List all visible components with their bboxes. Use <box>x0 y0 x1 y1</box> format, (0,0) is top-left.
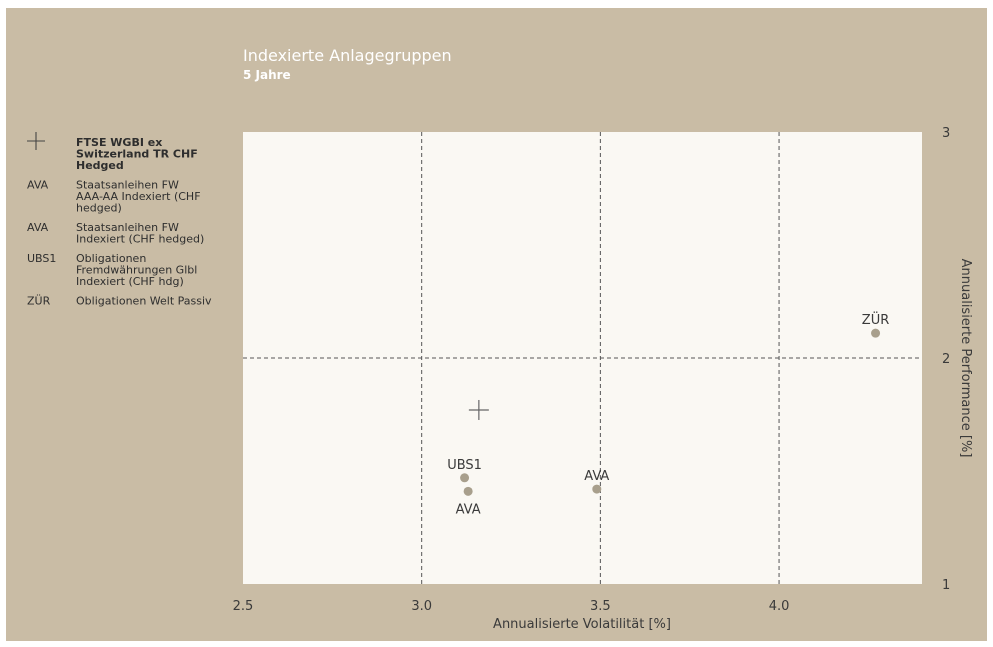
legend-text-line: Indexiert (CHF hdg) <box>76 275 184 288</box>
point-marker-1 <box>460 473 470 483</box>
legend-code: AVA <box>27 179 49 192</box>
point-label: UBS1 <box>447 458 482 473</box>
point-marker-2 <box>463 486 473 496</box>
point-label: AVA <box>584 469 609 484</box>
legend-text-line: Hedged <box>76 159 124 172</box>
data-points: UBS1 AVA AVA ZÜR <box>447 311 889 517</box>
legend-text-line: Indexiert (CHF hedged) <box>76 233 204 246</box>
legend-text-line: FTSE WGBI ex <box>76 136 162 149</box>
y-tick-label: 3 <box>942 126 950 141</box>
legend-plus-icon <box>27 132 45 150</box>
point-marker-plus <box>468 399 489 420</box>
x-tick-label: 3.5 <box>590 599 611 614</box>
legend-text-line: Staatsanleihen FW <box>76 221 179 234</box>
x-tick-label: 4.0 <box>769 599 790 614</box>
legend-text-line: Switzerland TR CHF <box>76 148 198 161</box>
legend-text-line: hedged) <box>76 202 122 215</box>
legend-text-line: Fremdwährungen Glbl <box>76 264 197 277</box>
x-tick-label: 3.0 <box>411 599 432 614</box>
chart-title: Indexierte Anlagegruppen <box>243 46 452 65</box>
legend-code: UBS1 <box>27 252 56 265</box>
y-axis-label: Annualisierte Performance [%] <box>958 259 973 458</box>
legend-text-line: Staatsanleihen FW <box>76 179 179 192</box>
y-tick-label: 2 <box>942 352 950 367</box>
x-axis-label: Annualisierte Volatilität [%] <box>493 617 671 632</box>
point-marker-3 <box>592 484 602 494</box>
legend-code: ZÜR <box>27 295 51 308</box>
chart-subtitle: 5 Jahre <box>243 68 291 82</box>
x-axis-ticks: 2.5 3.0 3.5 4.0 <box>233 599 790 614</box>
x-tick-label: 2.5 <box>233 599 254 614</box>
legend-text-line: Obligationen Welt Passiv <box>76 295 212 308</box>
y-tick-label: 1 <box>942 578 950 593</box>
legend-text-line: Obligationen <box>76 252 146 265</box>
legend-entry-4: ZÜR Obligationen Welt Passiv <box>27 295 212 308</box>
point-marker-4 <box>871 328 881 338</box>
point-label: AVA <box>456 502 481 517</box>
grid-lines <box>243 132 922 584</box>
y-axis-ticks: 1 2 3 <box>942 126 950 593</box>
legend-code: AVA <box>27 221 49 234</box>
point-label: ZÜR <box>862 311 889 328</box>
legend-text-line: AAA-AA Indexiert (CHF <box>76 190 201 203</box>
